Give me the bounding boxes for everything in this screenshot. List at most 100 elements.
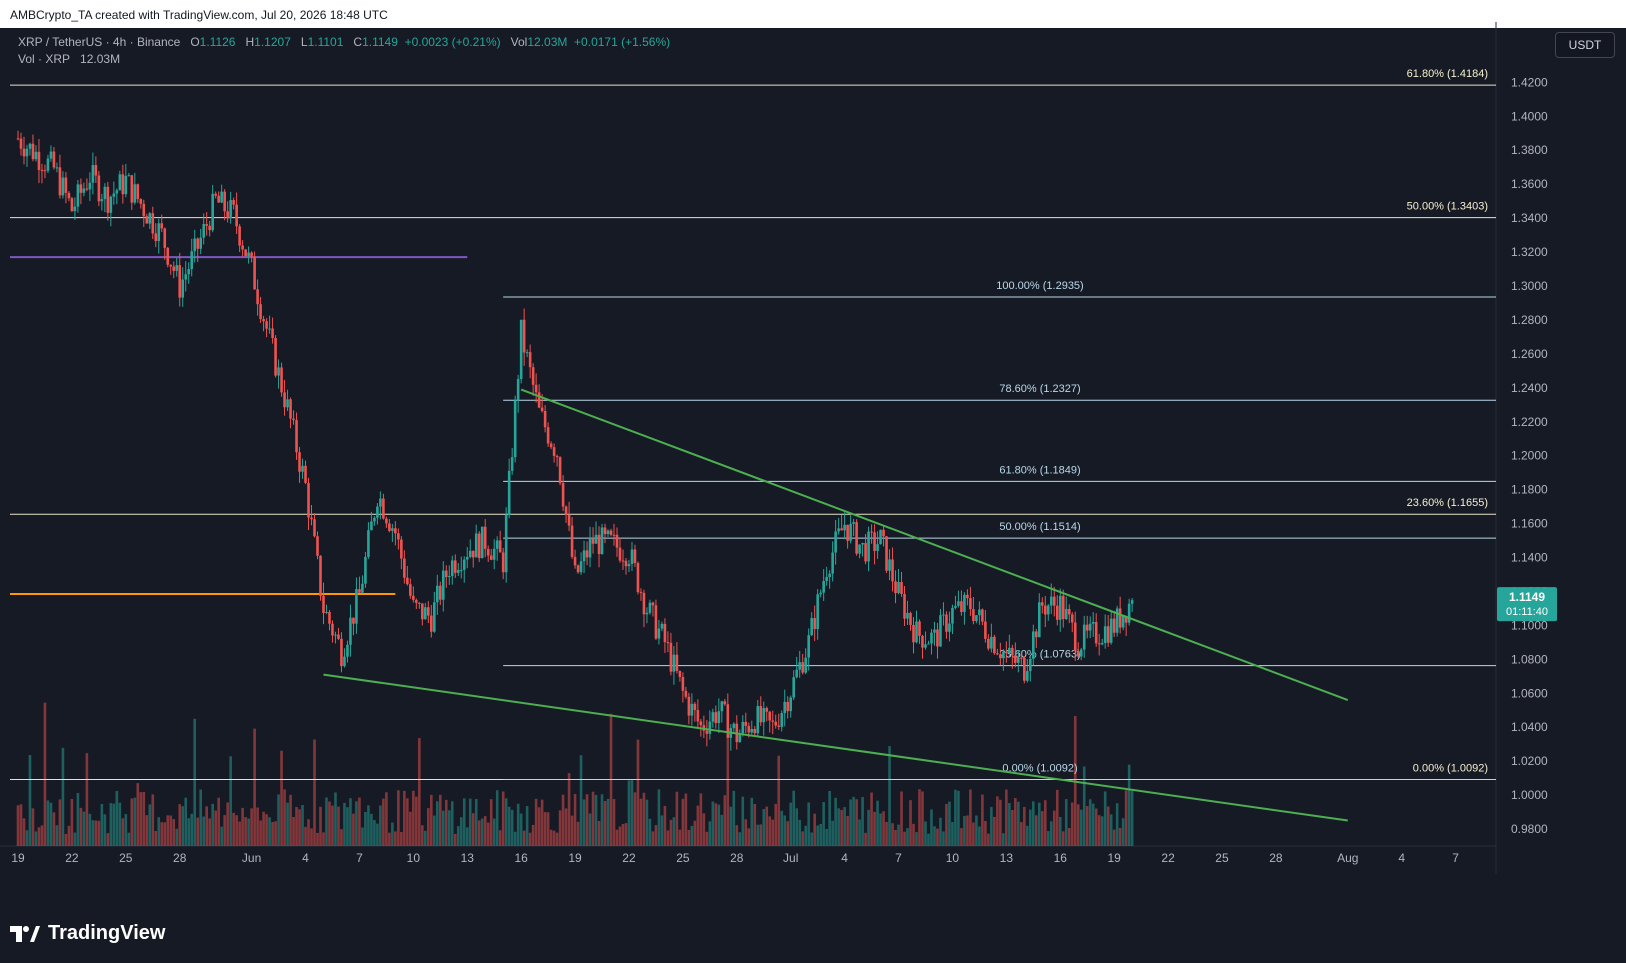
volume-bar [100, 803, 104, 846]
candle-body [873, 532, 876, 551]
candle-body [465, 556, 469, 560]
symbol-label[interactable]: XRP / TetherUS · 4h · Binance [18, 35, 181, 49]
volume-bar [103, 814, 107, 846]
volume-bar [274, 821, 277, 846]
candle-body [187, 269, 191, 275]
volume-bar [603, 801, 607, 846]
candle-body [738, 733, 742, 743]
candle-body [819, 592, 822, 595]
candle-body [612, 534, 616, 536]
volume-bar [1043, 800, 1047, 846]
volume-bar [462, 798, 466, 846]
volume-bar [58, 799, 62, 846]
last-price-badge: 1.1149 01:11:40 [1497, 587, 1557, 622]
candle-body [516, 379, 520, 401]
currency-button[interactable]: USDT [1555, 32, 1615, 58]
volume-bar [879, 813, 882, 846]
time-tick-label: 16 [1054, 851, 1068, 865]
candle-body [355, 589, 358, 624]
candle-body [660, 623, 664, 629]
volume-bar [573, 793, 577, 846]
candle-body [717, 711, 721, 724]
descending-support-trendline[interactable] [323, 673, 1348, 822]
candle-body [256, 289, 259, 305]
volume-bar [498, 830, 502, 846]
candle-body [450, 560, 454, 577]
candle-body [777, 725, 781, 727]
volume-bar [930, 809, 933, 846]
volume-bar [969, 789, 972, 846]
volume-bar [828, 790, 831, 846]
volume-bar [349, 798, 352, 846]
candle-body [696, 710, 700, 722]
volume-bar [627, 780, 631, 846]
volume-indicator-label[interactable]: Vol · XRP [18, 52, 71, 66]
volume-bar [115, 790, 119, 846]
volume-bar [373, 820, 376, 846]
volume-bar [1106, 806, 1110, 846]
descending-resistance-trendline[interactable] [520, 388, 1349, 701]
volume-bar [441, 810, 445, 846]
candle-body [268, 328, 271, 330]
fib-label-left: 23.60% (1.1655) [1407, 497, 1488, 509]
candle-body [870, 531, 873, 533]
candle-body [163, 228, 167, 248]
close-value: 1.1149 [362, 35, 398, 49]
volume-bar [286, 802, 289, 846]
volume-bar [768, 816, 772, 846]
candle-body [606, 530, 610, 535]
fib-label-left: 61.80% (1.4184) [1407, 68, 1488, 80]
candle-body [52, 151, 56, 168]
candle-body [471, 550, 475, 558]
volume-bar [690, 825, 694, 846]
volume-bar [615, 829, 619, 846]
volume-bar [172, 819, 176, 846]
time-tick-label: 16 [514, 851, 528, 865]
volume-bar [864, 832, 867, 846]
volume-bar [136, 783, 140, 846]
candle-body [708, 721, 712, 734]
volume-bar [486, 822, 490, 846]
volume-bar [1118, 827, 1122, 846]
volume-bar [370, 813, 373, 846]
time-tick-label: 7 [356, 851, 363, 865]
volume-bar [519, 813, 523, 846]
candle-body [669, 642, 673, 672]
chart-area[interactable] [0, 28, 1626, 904]
time-axis[interactable]: 19 22 25 28 Jun 4 7 10 13 16 19 22 25 28 Jul 4 7 10 13 16 19… [11, 851, 1459, 865]
price-tick-label: 1.2400 [1511, 381, 1548, 395]
volume-bar [483, 816, 487, 846]
candle-body [495, 540, 499, 549]
volume-bar [1005, 789, 1008, 846]
candle-body [1017, 657, 1020, 663]
volume-bar [684, 793, 688, 846]
candle-body [232, 200, 235, 205]
candle-body [651, 602, 655, 606]
volume-bar [1064, 799, 1068, 846]
price-chart[interactable]: 61.80% (1.4184) 50.00% (1.3403) 23.60% (1.… [0, 0, 1626, 904]
candle-body [157, 223, 161, 242]
candle-body [924, 644, 927, 648]
candle-body [561, 483, 565, 507]
volume-bar [882, 811, 885, 846]
volume-bar [1046, 831, 1050, 846]
candle-body [519, 319, 523, 380]
volume-bar [148, 804, 152, 846]
volume-bar [25, 830, 29, 846]
volume-bar [756, 824, 760, 846]
candle-body [1043, 605, 1047, 615]
tradingview-logo[interactable]: TradingView [10, 922, 165, 945]
candle-body [828, 573, 831, 578]
volume-bar [531, 824, 535, 846]
volume-bar [46, 800, 50, 846]
volume-bar [229, 756, 232, 846]
candle-body [933, 629, 936, 633]
candle-body [67, 192, 71, 199]
price-axis[interactable]: 1.4200 1.4000 1.3800 1.3600 1.3400 1.3200 1.30… [1511, 75, 1548, 836]
candle-body [100, 199, 104, 202]
price-tick-label: 1.0400 [1511, 720, 1548, 734]
time-tick-label: Jun [242, 851, 261, 865]
volume-bar [858, 819, 861, 846]
candle-body [361, 583, 364, 593]
volume-bar [543, 812, 547, 846]
